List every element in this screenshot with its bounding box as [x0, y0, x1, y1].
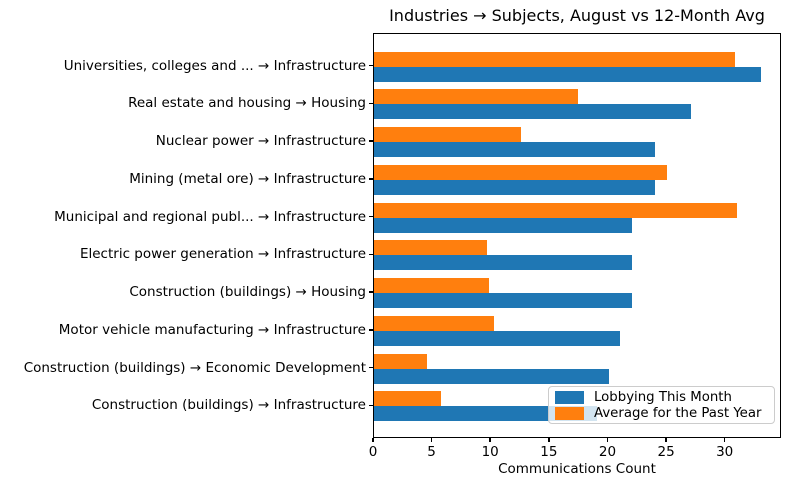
y-tick-label: Municipal and regional publ... → Infrast… — [54, 208, 366, 225]
y-tick-label: Construction (buildings) → Infrastructur… — [91, 397, 366, 414]
x-tick-label: 10 — [481, 444, 499, 460]
y-tick-mark — [369, 291, 373, 293]
y-tick-mark — [369, 329, 373, 331]
bar-average-past-year — [374, 127, 521, 143]
x-tick-label: 25 — [657, 444, 675, 460]
bar-lobbying-this-month — [374, 330, 621, 346]
legend-label: Lobbying This Month — [594, 389, 732, 405]
bar-average-past-year — [374, 391, 441, 407]
legend-label: Average for the Past Year — [594, 405, 762, 421]
y-tick-mark — [369, 64, 373, 67]
y-tick-label: Electric power generation → Infrastructu… — [79, 246, 366, 263]
bar-lobbying-this-month — [374, 66, 761, 82]
x-tick-label: 15 — [540, 444, 558, 460]
x-tick-mark — [489, 438, 491, 442]
x-tick-mark — [606, 438, 609, 442]
y-tick-mark — [369, 140, 373, 142]
x-tick-label: 20 — [598, 444, 617, 460]
y-tick-mark — [369, 102, 373, 105]
legend: Lobbying This Month Average for the Past … — [548, 386, 775, 424]
bar-lobbying-this-month — [374, 179, 656, 195]
bar-lobbying-this-month — [374, 293, 632, 309]
bar-average-past-year — [374, 278, 489, 294]
bar-average-past-year — [374, 315, 494, 331]
y-tick-label: Universities, colleges and ... → Infrast… — [63, 57, 366, 74]
bar-average-past-year — [374, 164, 668, 180]
bar-lobbying-this-month — [374, 368, 609, 384]
bar-average-past-year — [374, 353, 427, 369]
bar-lobbying-this-month — [374, 142, 656, 158]
x-tick-label: 5 — [427, 444, 436, 460]
x-tick-mark — [430, 438, 433, 442]
bar-lobbying-this-month — [374, 104, 691, 120]
bar-average-past-year — [374, 202, 738, 218]
legend-entry: Lobbying This Month — [555, 390, 774, 405]
bar-average-past-year — [374, 51, 736, 67]
y-tick-label: Construction (buildings) → Economic Deve… — [23, 359, 366, 376]
y-tick-mark — [369, 404, 373, 407]
x-tick-mark — [723, 438, 726, 442]
bar-average-past-year — [374, 89, 578, 105]
chart-title: Industries → Subjects, August vs 12-Mont… — [389, 6, 765, 25]
x-tick-mark — [665, 438, 667, 442]
y-tick-label: Motor vehicle manufacturing → Infrastruc… — [58, 321, 366, 338]
x-tick-mark — [548, 438, 550, 442]
y-tick-mark — [369, 178, 373, 180]
legend-swatch — [555, 390, 584, 404]
y-tick-label: Nuclear power → Infrastructure — [155, 133, 366, 150]
bar-average-past-year — [374, 240, 487, 256]
bar-lobbying-this-month — [374, 255, 632, 271]
bar-lobbying-this-month — [374, 406, 597, 422]
x-tick-mark — [372, 438, 374, 442]
plot-area — [373, 33, 781, 438]
legend-swatch — [555, 406, 584, 420]
y-tick-label: Construction (buildings) → Housing — [129, 284, 366, 301]
y-tick-mark — [369, 215, 373, 218]
y-tick-mark — [369, 366, 373, 369]
legend-entry: Average for the Past Year — [555, 406, 774, 421]
bar-lobbying-this-month — [374, 217, 632, 233]
x-tick-label: 0 — [368, 444, 378, 460]
y-tick-label: Real estate and housing → Housing — [128, 95, 366, 112]
y-tick-label: Mining (metal ore) → Infrastructure — [129, 170, 366, 187]
x-axis-label: Communications Count — [498, 461, 656, 477]
y-tick-mark — [369, 253, 373, 256]
x-tick-label: 30 — [716, 444, 734, 460]
